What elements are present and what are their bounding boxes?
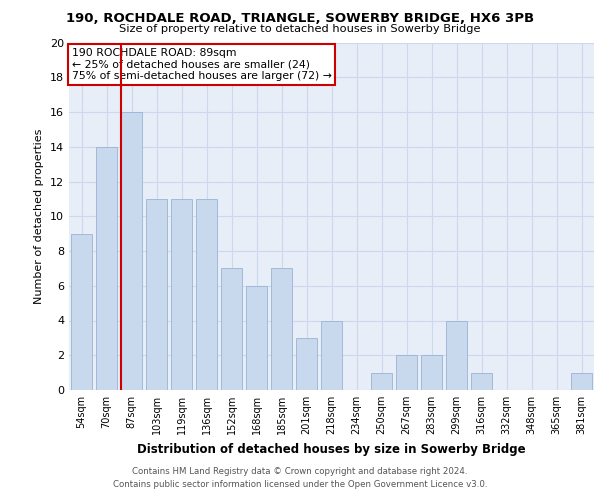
Bar bbox=[446, 320, 467, 390]
Bar bbox=[71, 234, 92, 390]
Text: 190 ROCHDALE ROAD: 89sqm
← 25% of detached houses are smaller (24)
75% of semi-d: 190 ROCHDALE ROAD: 89sqm ← 25% of detach… bbox=[71, 48, 331, 81]
Bar bbox=[421, 355, 442, 390]
Bar bbox=[121, 112, 142, 390]
Text: 190, ROCHDALE ROAD, TRIANGLE, SOWERBY BRIDGE, HX6 3PB: 190, ROCHDALE ROAD, TRIANGLE, SOWERBY BR… bbox=[66, 12, 534, 26]
Text: Size of property relative to detached houses in Sowerby Bridge: Size of property relative to detached ho… bbox=[119, 24, 481, 34]
Bar bbox=[246, 286, 267, 390]
Bar bbox=[221, 268, 242, 390]
Bar bbox=[396, 355, 417, 390]
Y-axis label: Number of detached properties: Number of detached properties bbox=[34, 128, 44, 304]
Bar bbox=[171, 199, 192, 390]
Bar bbox=[571, 372, 592, 390]
Bar bbox=[371, 372, 392, 390]
Bar bbox=[296, 338, 317, 390]
Bar bbox=[321, 320, 342, 390]
Bar bbox=[96, 147, 117, 390]
Bar bbox=[471, 372, 492, 390]
X-axis label: Distribution of detached houses by size in Sowerby Bridge: Distribution of detached houses by size … bbox=[137, 442, 526, 456]
Bar bbox=[196, 199, 217, 390]
Bar bbox=[146, 199, 167, 390]
Text: Contains HM Land Registry data © Crown copyright and database right 2024.
Contai: Contains HM Land Registry data © Crown c… bbox=[113, 468, 487, 489]
Bar bbox=[271, 268, 292, 390]
